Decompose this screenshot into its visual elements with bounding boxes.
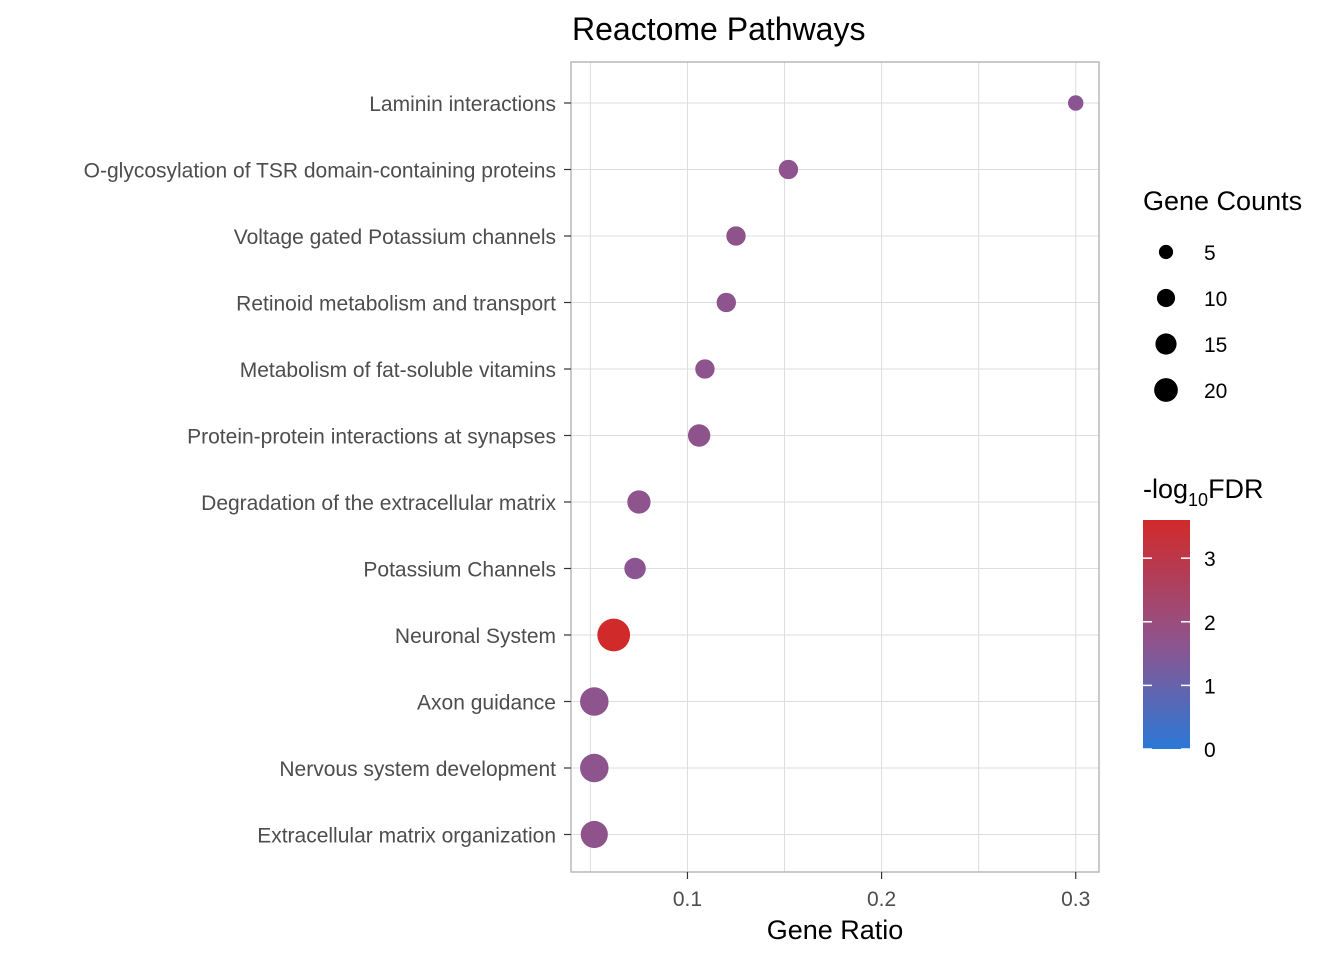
data-point [627, 490, 651, 514]
data-point [778, 159, 799, 180]
data-point [580, 687, 609, 716]
y-tick-label: Voltage gated Potassium channels [234, 226, 556, 249]
y-tick-label: Neuronal System [395, 625, 556, 648]
size-legend-label: 10 [1204, 288, 1227, 311]
chart-title: Reactome Pathways [572, 11, 865, 47]
size-legend-key [1156, 288, 1176, 308]
color-legend-label: 3 [1204, 548, 1216, 571]
color-legend-label: 0 [1204, 739, 1216, 762]
x-tick-label: 0.2 [867, 888, 896, 911]
y-tick-label: Laminin interactions [369, 93, 556, 116]
data-point [624, 557, 646, 580]
size-legend-label: 15 [1204, 334, 1227, 357]
data-point [716, 292, 736, 313]
y-tick-label: Retinoid metabolism and transport [236, 293, 556, 316]
y-tick-label: Potassium Channels [363, 559, 556, 582]
y-tick-label: Extracellular matrix organization [257, 825, 556, 848]
x-tick-label: 0.3 [1061, 888, 1090, 911]
x-axis-title: Gene Ratio [767, 915, 904, 945]
y-tick-label: O-glycosylation of TSR domain-containing… [84, 160, 556, 183]
color-legend-label: 2 [1204, 612, 1216, 635]
data-point [695, 359, 715, 379]
size-legend-label: 5 [1204, 242, 1216, 265]
data-point [1067, 95, 1084, 111]
data-points [580, 95, 1084, 849]
data-point [580, 753, 609, 783]
size-legend-key [1158, 244, 1174, 260]
data-point [687, 424, 711, 447]
x-axis-ticks: 0.1 0.2 0.3 [673, 872, 1090, 911]
size-legend-title: Gene Counts [1143, 186, 1302, 216]
y-tick-label: Nervous system development [279, 758, 556, 781]
data-point [580, 820, 608, 849]
grid-lines [571, 62, 1099, 872]
color-legend-title-suffix: FDR [1208, 474, 1264, 504]
y-tick-label: Metabolism of fat-soluble vitamins [240, 359, 556, 382]
size-legend-key [1155, 333, 1177, 355]
color-legend-ticks: 0 1 2 3 [1143, 548, 1216, 762]
color-legend-title-prefix: -log [1143, 474, 1188, 504]
y-axis-labels: Laminin interactions O-glycosylation of T… [84, 93, 571, 848]
size-legend: 5 10 15 20 [1154, 242, 1227, 403]
color-legend-bar [1143, 520, 1190, 749]
color-legend-title: -log10FDR [1143, 474, 1264, 510]
x-tick-label: 0.1 [673, 888, 702, 911]
size-legend-label: 20 [1204, 380, 1227, 403]
y-tick-label: Degradation of the extracellular matrix [201, 492, 556, 515]
size-legend-key [1154, 378, 1178, 402]
data-point [726, 226, 746, 246]
plot-panel [570, 61, 1100, 873]
data-point [597, 618, 631, 652]
y-tick-label: Protein-protein interactions at synapses [187, 426, 556, 449]
color-legend-label: 1 [1204, 675, 1216, 698]
y-tick-label: Axon guidance [417, 692, 556, 715]
color-legend-title-subscript: 10 [1188, 490, 1208, 510]
